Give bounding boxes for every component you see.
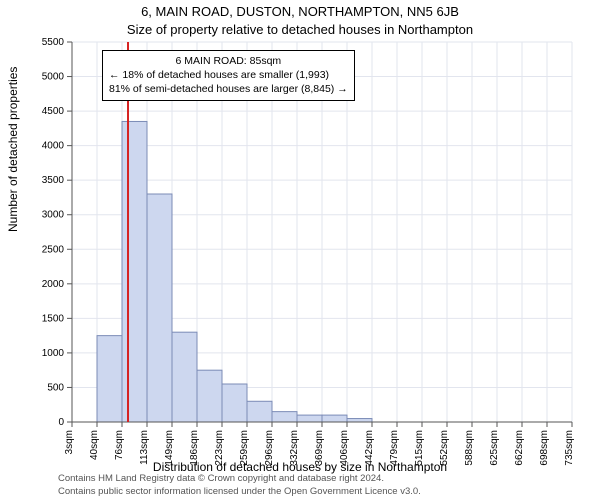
svg-text:5500: 5500: [42, 37, 65, 48]
svg-text:500: 500: [47, 382, 64, 393]
svg-text:3sqm: 3sqm: [64, 430, 75, 454]
svg-text:76sqm: 76sqm: [114, 430, 125, 460]
annotation-line-3: 81% of semi-detached houses are larger (…: [109, 82, 348, 96]
svg-text:3500: 3500: [42, 175, 65, 186]
svg-text:1000: 1000: [42, 348, 65, 359]
svg-text:1500: 1500: [42, 313, 65, 324]
svg-text:2500: 2500: [42, 244, 65, 255]
x-axis-label: Distribution of detached houses by size …: [0, 460, 600, 474]
svg-text:4000: 4000: [42, 141, 65, 152]
y-axis-label: Number of detached properties: [6, 67, 20, 232]
annotation-line-2: ← 18% of detached houses are smaller (1,…: [109, 68, 348, 82]
chart-container: 6, MAIN ROAD, DUSTON, NORTHAMPTON, NN5 6…: [0, 0, 600, 500]
svg-text:4500: 4500: [42, 106, 65, 117]
annotation-box: 6 MAIN ROAD: 85sqm ← 18% of detached hou…: [102, 50, 355, 101]
svg-text:40sqm: 40sqm: [89, 430, 100, 460]
chart-title-desc: Size of property relative to detached ho…: [0, 22, 600, 37]
chart-svg: 0500100015002000250030003500400045005000…: [72, 42, 572, 462]
footer-line-1: Contains HM Land Registry data © Crown c…: [58, 473, 421, 485]
svg-text:3000: 3000: [42, 210, 65, 221]
annotation-line-1: 6 MAIN ROAD: 85sqm: [109, 54, 348, 68]
footer-line-2: Contains public sector information licen…: [58, 486, 421, 498]
svg-text:5000: 5000: [42, 72, 65, 83]
chart-title-address: 6, MAIN ROAD, DUSTON, NORTHAMPTON, NN5 6…: [0, 4, 600, 19]
svg-text:0: 0: [58, 417, 64, 428]
svg-text:2000: 2000: [42, 279, 65, 290]
footer-attribution: Contains HM Land Registry data © Crown c…: [58, 473, 421, 498]
